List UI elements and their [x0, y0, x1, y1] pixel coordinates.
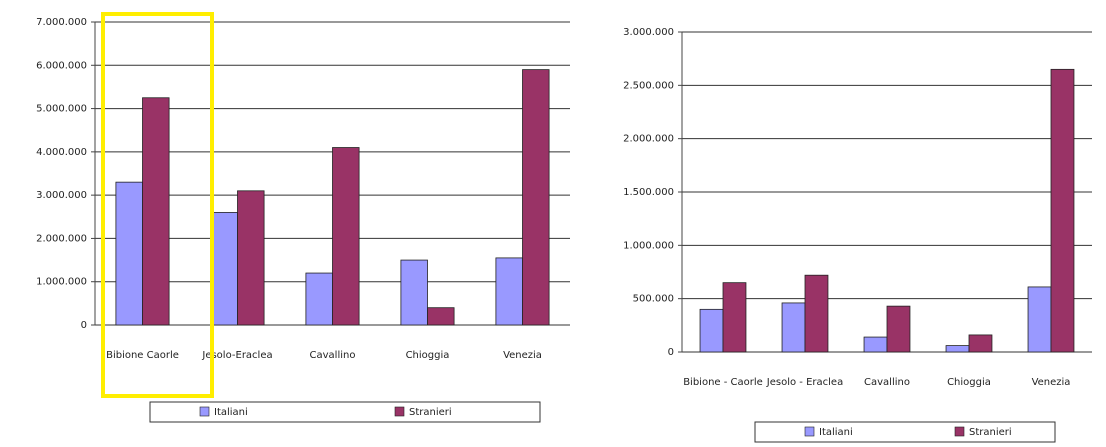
legend-box: [754, 421, 1056, 443]
x-tick-label: Cavallino: [864, 377, 910, 388]
bar: [1050, 68, 1075, 353]
bar: [722, 282, 747, 353]
bar: [945, 345, 970, 353]
bar: [968, 334, 993, 353]
legend-label: Italiani: [214, 407, 248, 418]
x-tick-label: Chioggia: [406, 350, 450, 361]
x-tick-label: Jesolo - Eraclea: [766, 377, 843, 388]
bar: [522, 69, 550, 326]
y-tick-label: 1.500.000: [623, 187, 674, 198]
legend-swatch: [804, 426, 815, 437]
x-tick-label: Venezia: [503, 350, 542, 361]
bar: [427, 307, 455, 326]
y-tick-label: 1.000.000: [36, 277, 87, 288]
y-tick-label: 3.000.000: [623, 27, 674, 38]
bar: [495, 257, 523, 326]
x-tick-label: Venezia: [1032, 377, 1071, 388]
legend-box: [149, 401, 541, 423]
y-tick-label: 0: [668, 347, 674, 358]
y-tick-label: 5.000.000: [36, 104, 87, 115]
y-tick-label: 2.500.000: [623, 80, 674, 91]
legend-label: Stranieri: [969, 427, 1012, 438]
bar: [886, 305, 911, 353]
bar: [804, 274, 829, 353]
bar: [1027, 286, 1052, 353]
y-tick-label: 1.000.000: [623, 240, 674, 251]
bar: [699, 308, 724, 353]
bar: [210, 212, 238, 326]
x-tick-label: Jesolo-Eraclea: [201, 350, 272, 361]
bar: [400, 259, 428, 326]
y-tick-label: 500.000: [633, 294, 674, 305]
x-tick-label: Bibione Caorle: [106, 350, 179, 361]
y-tick-label: 2.000.000: [36, 233, 87, 244]
legend-swatch: [954, 426, 965, 437]
bar: [142, 97, 170, 326]
bar: [781, 302, 806, 353]
legend-swatch: [199, 406, 210, 417]
legend-swatch: [394, 406, 405, 417]
y-tick-label: 4.000.000: [36, 147, 87, 158]
y-tick-label: 7.000.000: [36, 17, 87, 28]
x-tick-label: Cavallino: [310, 350, 356, 361]
bar: [237, 190, 265, 326]
legend-label: Italiani: [819, 427, 853, 438]
x-tick-label: Chioggia: [947, 377, 991, 388]
bar: [332, 147, 360, 326]
bar: [863, 336, 888, 353]
y-tick-label: 3.000.000: [36, 190, 87, 201]
legend-label: Stranieri: [409, 407, 452, 418]
bar: [115, 181, 143, 326]
y-tick-label: 2.000.000: [623, 134, 674, 145]
y-tick-label: 0: [81, 320, 87, 331]
highlight-box: [101, 12, 214, 398]
x-tick-label: Bibione - Caorle: [683, 377, 763, 388]
y-tick-label: 6.000.000: [36, 60, 87, 71]
bar: [305, 272, 333, 326]
